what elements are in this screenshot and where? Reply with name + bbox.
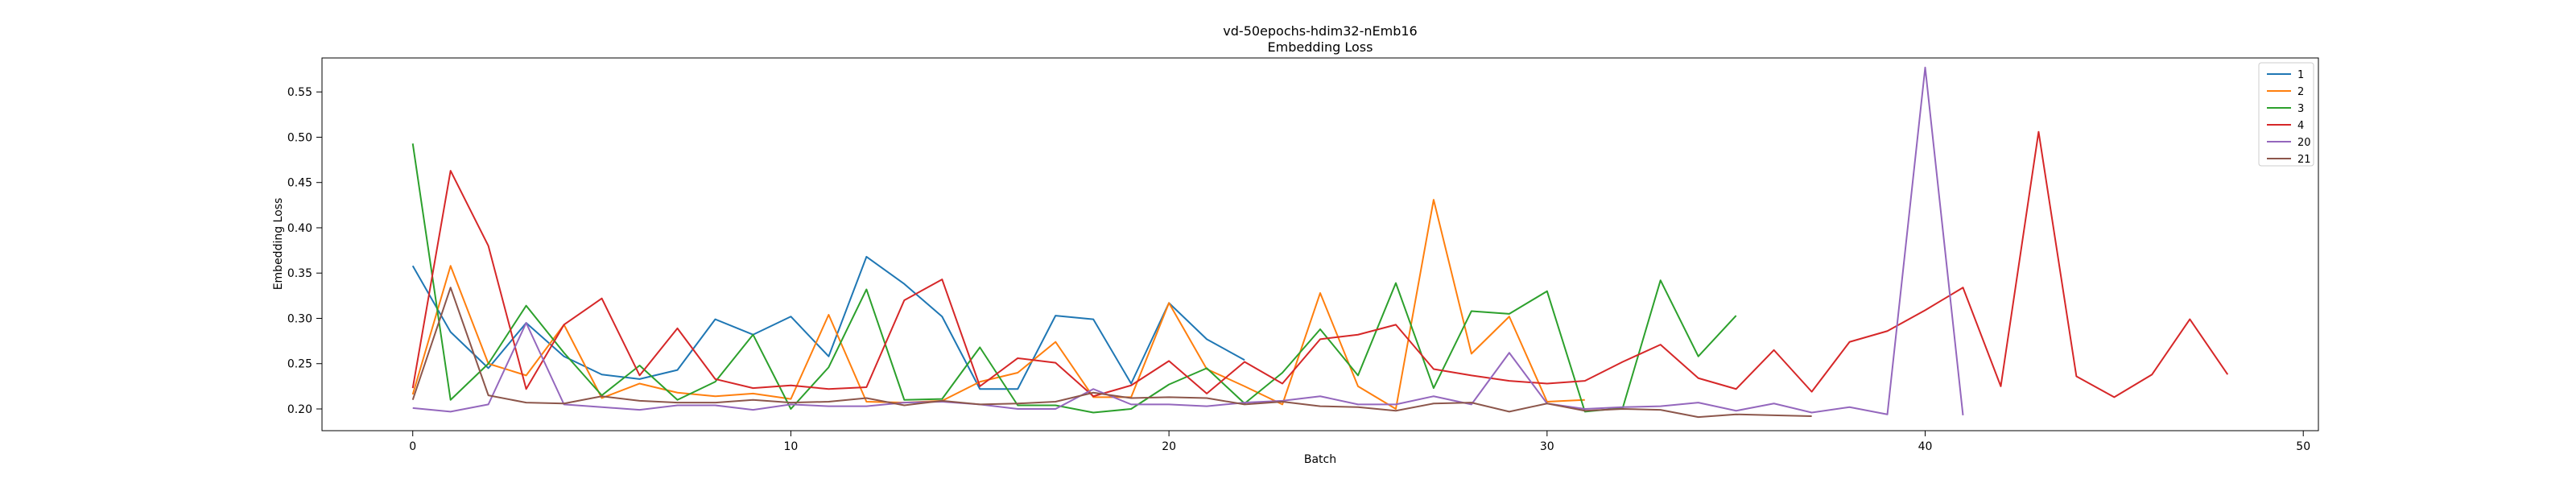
y-tick-label: 0.45 <box>287 177 312 190</box>
plot-area-frame <box>321 57 2319 431</box>
x-axis: 0 10 20 30 40 50 <box>409 431 2310 453</box>
y-axis: 0.20 0.25 0.30 0.35 0.40 0.45 0.50 0.55 <box>287 86 322 416</box>
legend-label: 20 <box>2297 137 2311 149</box>
chart-subtitle: Embedding Loss <box>1268 39 1373 55</box>
y-axis-label: Embedding Loss <box>272 198 285 291</box>
legend-label: 4 <box>2297 120 2304 132</box>
series-line-4 <box>411 130 2229 398</box>
x-tick-label: 0 <box>409 440 416 453</box>
x-tick-label: 30 <box>1540 440 1554 453</box>
x-tick-label: 20 <box>1162 440 1176 453</box>
legend-label: 1 <box>2297 69 2304 81</box>
legend-label: 3 <box>2297 103 2304 115</box>
series-lines <box>411 66 2229 419</box>
x-tick-label: 50 <box>2296 440 2310 453</box>
series-line-20 <box>412 66 1964 415</box>
y-tick-label: 0.25 <box>287 358 312 371</box>
legend-label: 2 <box>2297 86 2304 98</box>
legend-label: 21 <box>2297 154 2311 166</box>
x-axis-label: Batch <box>1304 453 1336 466</box>
x-tick-label: 40 <box>1918 440 1933 453</box>
legend-frame <box>2258 62 2314 167</box>
legend: 1 2 3 4 20 21 <box>2258 62 2314 167</box>
chart-title: vd-50epochs-hdim32-nEmb16 <box>1223 23 1417 39</box>
y-tick-label: 0.20 <box>287 403 312 416</box>
y-tick-label: 0.35 <box>287 267 312 280</box>
y-tick-label: 0.50 <box>287 131 312 144</box>
series-line-3 <box>411 143 1737 414</box>
x-tick-label: 10 <box>784 440 799 453</box>
series-line-21 <box>411 287 1812 419</box>
y-tick-label: 0.55 <box>287 86 312 99</box>
y-tick-label: 0.40 <box>287 222 312 235</box>
y-tick-label: 0.30 <box>287 312 312 325</box>
